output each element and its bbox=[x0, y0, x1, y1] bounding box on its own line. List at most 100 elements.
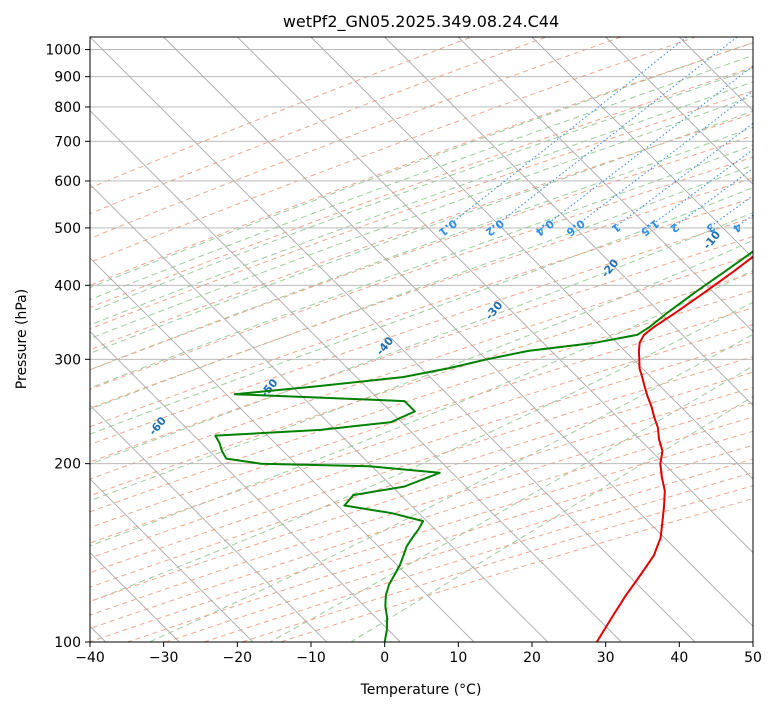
moist-adiabat-line bbox=[90, 270, 753, 547]
moist-adiabat-line bbox=[90, 95, 753, 340]
mixing-ratio-line bbox=[708, 194, 753, 229]
dry-adiabat-line bbox=[90, 254, 753, 480]
y-tick-label: 300 bbox=[54, 352, 81, 368]
x-tick-label: 50 bbox=[744, 650, 762, 666]
dry-adiabat-line bbox=[90, 307, 753, 529]
moist-adiabat-line bbox=[90, 212, 753, 465]
dry-adiabat-line bbox=[90, 386, 753, 602]
dry-adiabat-line bbox=[90, 323, 753, 544]
mixing-ratio-line bbox=[613, 122, 753, 229]
isotherm-line bbox=[90, 257, 475, 642]
y-tick-label: 200 bbox=[54, 457, 81, 473]
dry-adiabat-line bbox=[280, 498, 753, 642]
y-tick-label: 600 bbox=[54, 174, 81, 190]
dry-adiabat-line bbox=[90, 66, 753, 309]
chart-title: wetPf2_GN05.2025.349.08.24.C44 bbox=[283, 12, 559, 32]
isotherm-line bbox=[458, 37, 753, 333]
plot-frame bbox=[89, 36, 754, 643]
y-tick-label: 800 bbox=[54, 100, 81, 116]
dry-adiabat-line bbox=[90, 371, 753, 588]
dry-adiabat-line bbox=[90, 236, 753, 463]
x-tick-label: 20 bbox=[523, 650, 541, 666]
y-tick-label: 700 bbox=[54, 134, 81, 150]
dry-adiabat-line bbox=[90, 217, 753, 446]
isotherm-line bbox=[90, 110, 622, 642]
dry-adiabat-line bbox=[90, 401, 753, 616]
y-axis-label: Pressure (hPa) bbox=[14, 289, 30, 389]
mixing-ratio-label: 6 bbox=[769, 220, 775, 235]
dry-adiabat-line bbox=[90, 430, 753, 642]
isotherm-line bbox=[163, 37, 753, 627]
isotherm-line bbox=[531, 37, 753, 259]
dry-adiabat-line bbox=[203, 471, 753, 642]
dry-adiabat-line bbox=[90, 37, 698, 263]
isotherm-line bbox=[90, 331, 401, 642]
dry-adiabat-line bbox=[90, 356, 753, 574]
isotherm-line bbox=[384, 37, 753, 406]
x-axis-ticks: −40 −30 −20 −10 0 10 20 30 40 50 bbox=[75, 642, 762, 666]
isotherm-line bbox=[237, 37, 753, 554]
isotherm-line bbox=[90, 183, 548, 642]
dry-adiabat-label: -10 bbox=[701, 228, 724, 252]
moist-adiabat-line bbox=[90, 144, 753, 389]
dry-adiabat-line bbox=[90, 37, 548, 215]
moist-adiabat-line bbox=[90, 301, 753, 603]
x-tick-label: −30 bbox=[149, 650, 179, 666]
moist-adiabat-line bbox=[90, 54, 753, 301]
dry-adiabat-line bbox=[90, 42, 753, 286]
mixing-ratio-line bbox=[572, 90, 753, 229]
x-tick-label: −40 bbox=[75, 650, 105, 666]
x-tick-label: 10 bbox=[449, 650, 467, 666]
y-tick-label: 400 bbox=[54, 278, 81, 294]
dry-adiabat-line bbox=[90, 272, 753, 497]
moist-adiabat-line bbox=[149, 333, 753, 642]
isotherm-line bbox=[90, 37, 696, 642]
plot-area: 0.10.20.40.611.52346810131620253036-100-… bbox=[20, 37, 775, 642]
isotherm-line bbox=[679, 37, 753, 112]
dry-adiabat-label: -20 bbox=[599, 256, 622, 280]
x-tick-label: 40 bbox=[670, 650, 688, 666]
moist-adiabat-line bbox=[90, 41, 753, 289]
mixing-ratio-line bbox=[492, 37, 738, 229]
dry-adiabat-line bbox=[165, 458, 753, 642]
dry-adiabat-line bbox=[90, 135, 753, 371]
dry-adiabat-line bbox=[241, 485, 753, 642]
dry-adiabat-line bbox=[90, 290, 753, 513]
isobars bbox=[90, 49, 753, 642]
mixing-ratio-line bbox=[542, 65, 753, 229]
x-tick-label: 30 bbox=[597, 650, 615, 666]
y-tick-label: 100 bbox=[54, 635, 81, 651]
x-axis-label: Temperature (°C) bbox=[360, 682, 482, 698]
isotherm-line bbox=[752, 37, 753, 38]
moist-adiabat-line bbox=[90, 164, 753, 410]
temperature-profile-line bbox=[595, 255, 753, 642]
x-tick-label: 0 bbox=[380, 650, 389, 666]
dry-adiabat-label: -70 bbox=[20, 467, 43, 491]
mixing-ratio-line bbox=[734, 214, 753, 229]
dry-adiabat-line bbox=[90, 197, 753, 428]
mixing-ratio-line bbox=[445, 37, 688, 229]
dry-adiabat-line bbox=[90, 37, 473, 189]
moist-adiabat-line bbox=[90, 126, 753, 371]
x-tick-label: −10 bbox=[296, 650, 326, 666]
x-tick-label: −20 bbox=[223, 650, 253, 666]
profile-series bbox=[214, 250, 753, 642]
y-axis-ticks: 100 200 300 400 500 600 700 800 900 1000 bbox=[45, 43, 90, 651]
isotherm-line bbox=[90, 478, 254, 642]
dry-adiabat-line bbox=[90, 90, 753, 330]
dewpoint-profile-line bbox=[214, 250, 753, 642]
y-tick-label: 900 bbox=[54, 70, 81, 86]
y-tick-label: 1000 bbox=[45, 43, 81, 59]
dry-adiabat-line bbox=[90, 340, 753, 559]
mixing-ratio-lines bbox=[445, 37, 753, 229]
isotherm-line bbox=[605, 37, 753, 185]
dry-adiabats bbox=[90, 37, 753, 642]
moist-adiabat-line bbox=[90, 187, 753, 435]
dry-adiabat-line bbox=[90, 156, 753, 390]
dry-adiabat-line bbox=[90, 177, 753, 409]
isotherm-line bbox=[90, 404, 327, 642]
dry-adiabat-line bbox=[90, 113, 753, 351]
y-tick-label: 500 bbox=[54, 221, 81, 237]
dry-adiabat-label: -60 bbox=[146, 414, 169, 438]
